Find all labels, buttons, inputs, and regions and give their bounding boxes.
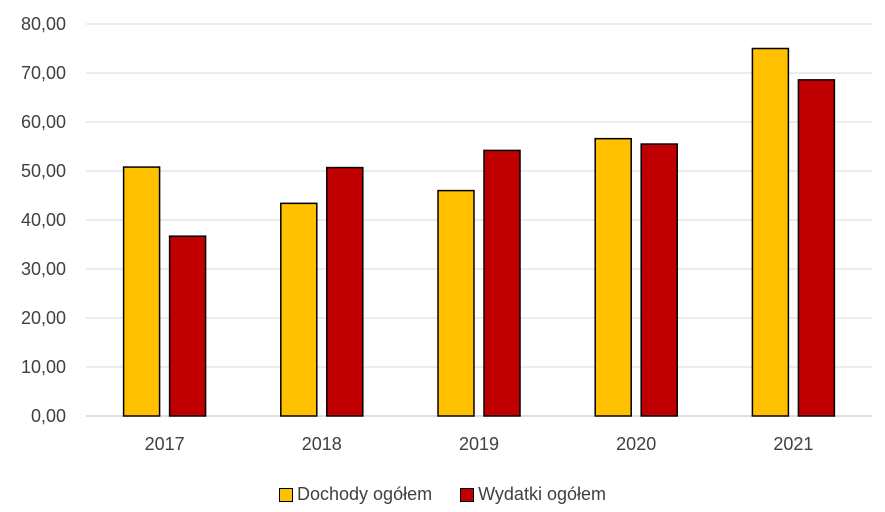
bar-wydatki-2021 bbox=[797, 79, 836, 417]
bar-wydatki-2019 bbox=[483, 149, 521, 417]
legend-label-wydatki: Wydatki ogółem bbox=[478, 484, 606, 504]
legend-item-wydatki: Wydatki ogółem bbox=[460, 484, 606, 505]
y-tick-label: 20,00 bbox=[21, 308, 66, 328]
y-tick-label: 60,00 bbox=[21, 112, 66, 132]
y-tick-label: 0,00 bbox=[31, 406, 66, 426]
bar-dochody-2019 bbox=[437, 189, 475, 417]
legend-swatch-dochody bbox=[279, 487, 293, 502]
legend: Dochody ogółem Wydatki ogółem bbox=[0, 484, 885, 505]
bar-wydatki-2017 bbox=[168, 235, 207, 417]
bar-dochody-2017 bbox=[122, 166, 161, 417]
bar-dochody-2018 bbox=[280, 202, 318, 417]
y-tick-label: 80,00 bbox=[21, 14, 66, 34]
x-tick-label: 2020 bbox=[616, 434, 656, 454]
x-tick-label: 2021 bbox=[773, 434, 813, 454]
y-tick-label: 40,00 bbox=[21, 210, 66, 230]
y-tick-label: 70,00 bbox=[21, 63, 66, 83]
x-tick-label: 2018 bbox=[302, 434, 342, 454]
legend-item-dochody: Dochody ogółem bbox=[279, 484, 432, 505]
y-tick-label: 30,00 bbox=[21, 259, 66, 279]
bar-dochody-2021 bbox=[751, 47, 790, 417]
y-tick-label: 50,00 bbox=[21, 161, 66, 181]
legend-label-dochody: Dochody ogółem bbox=[297, 484, 433, 504]
legend-swatch-wydatki bbox=[460, 487, 475, 502]
bar-dochody-2020 bbox=[594, 137, 632, 417]
bar-wydatki-2020 bbox=[640, 143, 678, 417]
y-tick-label: 10,00 bbox=[21, 357, 66, 377]
x-tick-label: 2017 bbox=[145, 434, 185, 454]
bar-wydatki-2018 bbox=[326, 166, 364, 417]
x-tick-label: 2019 bbox=[459, 434, 499, 454]
